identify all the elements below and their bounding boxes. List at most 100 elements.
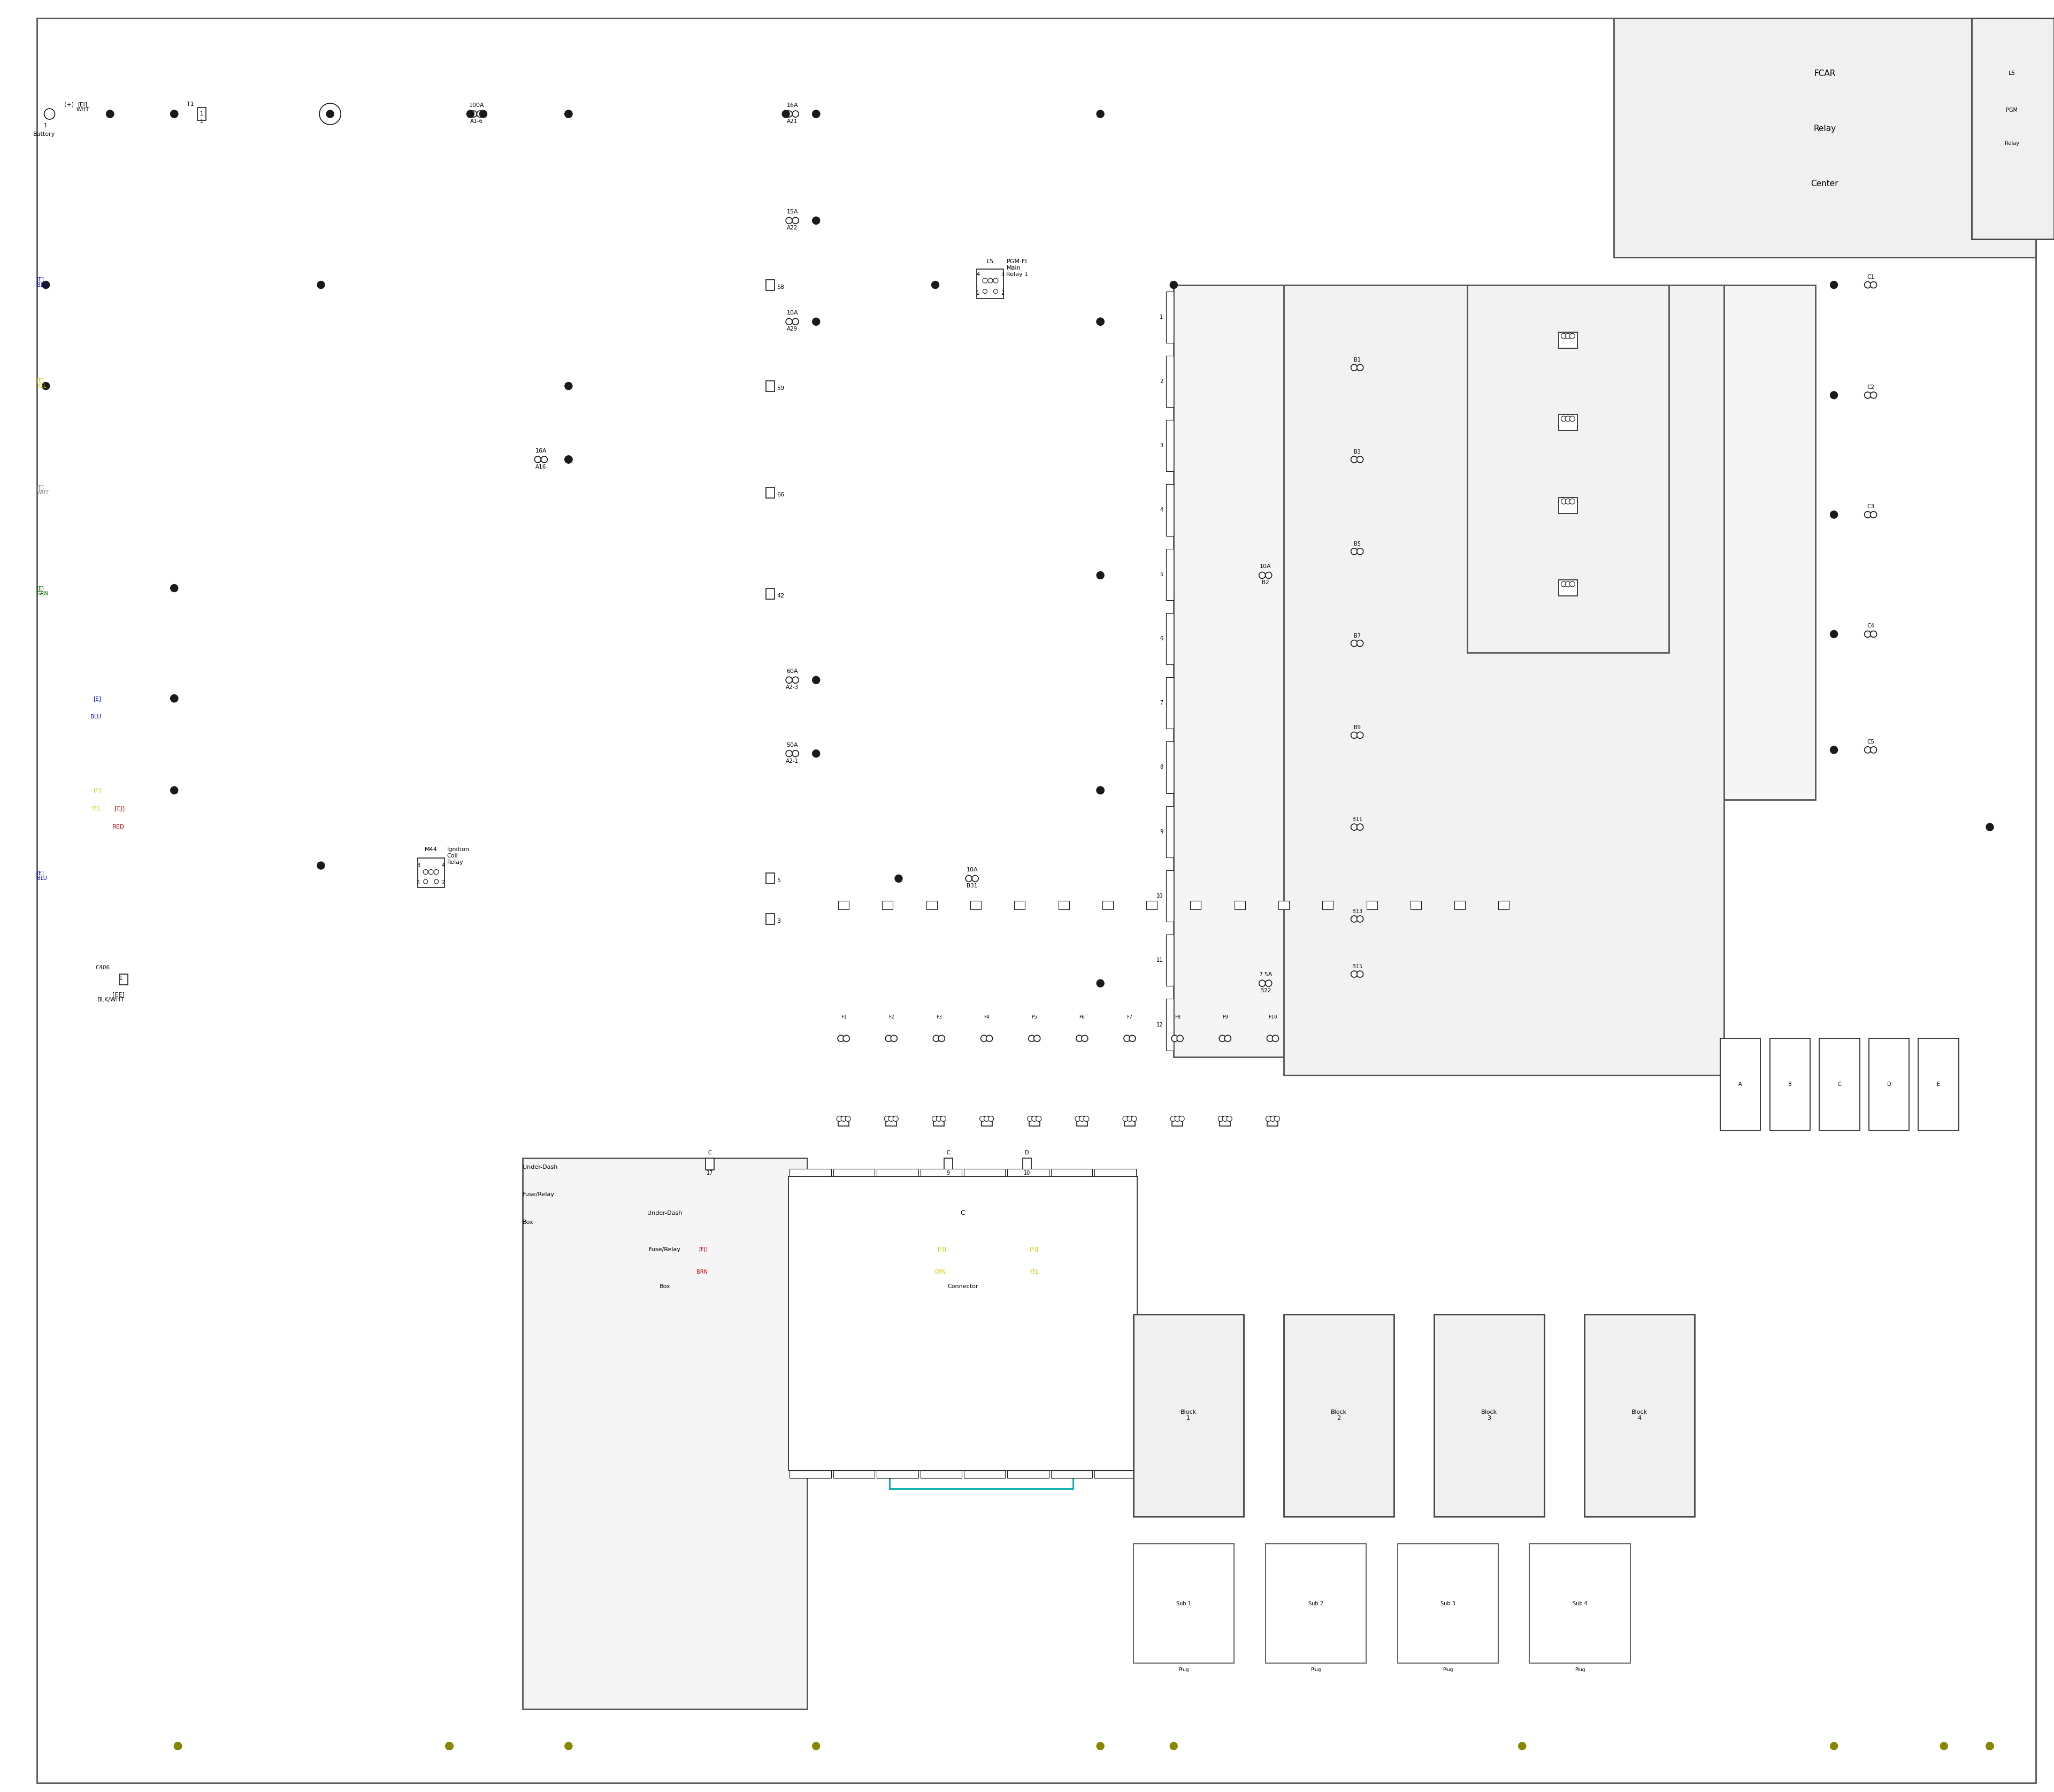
Text: B5: B5: [1354, 541, 1360, 547]
Bar: [834, 1471, 875, 1478]
Circle shape: [941, 1116, 947, 1122]
Text: 16A: 16A: [536, 448, 546, 453]
Circle shape: [939, 1036, 945, 1041]
Circle shape: [1097, 572, 1105, 579]
Circle shape: [1871, 747, 1877, 753]
Text: C406: C406: [97, 966, 111, 971]
Text: [EJ]: [EJ]: [698, 1247, 707, 1253]
Text: T1: T1: [187, 102, 195, 108]
Bar: [889, 1342, 1072, 1489]
Text: 10A: 10A: [965, 867, 978, 873]
Text: 66: 66: [776, 493, 785, 498]
Text: PGM-FI: PGM-FI: [1006, 258, 1027, 263]
Text: RED: RED: [113, 824, 125, 830]
Circle shape: [896, 874, 902, 882]
Bar: [1234, 901, 1245, 909]
Circle shape: [982, 289, 988, 294]
Text: Block
2: Block 2: [1331, 1410, 1347, 1421]
Text: 60A: 60A: [787, 668, 799, 674]
Bar: [1972, 18, 2054, 238]
Circle shape: [1352, 457, 1358, 462]
Bar: [1173, 285, 1485, 1057]
Circle shape: [565, 111, 573, 118]
Circle shape: [170, 695, 179, 702]
Bar: [1820, 1038, 1859, 1131]
Circle shape: [565, 455, 573, 462]
Text: L5: L5: [986, 258, 994, 263]
Circle shape: [1027, 1116, 1033, 1122]
Circle shape: [565, 111, 573, 118]
Circle shape: [327, 111, 335, 118]
Circle shape: [933, 281, 939, 289]
Text: (+): (+): [64, 102, 74, 108]
Bar: [1167, 292, 1173, 342]
Circle shape: [1124, 1036, 1130, 1041]
Circle shape: [811, 217, 820, 224]
Circle shape: [1865, 281, 1871, 289]
Circle shape: [1224, 1036, 1230, 1041]
Bar: [1559, 332, 1577, 348]
Circle shape: [479, 111, 487, 118]
Text: ORN: ORN: [935, 1269, 947, 1274]
Circle shape: [1352, 824, 1358, 830]
Text: Relay: Relay: [1814, 125, 1836, 133]
Bar: [1167, 871, 1173, 921]
Bar: [789, 1176, 1138, 1471]
Text: Block
1: Block 1: [1181, 1410, 1195, 1421]
Text: F9: F9: [1222, 1014, 1228, 1020]
Circle shape: [1352, 731, 1358, 738]
Text: 2: 2: [1000, 290, 1004, 296]
Text: Plug: Plug: [1442, 1667, 1452, 1672]
Circle shape: [1518, 1742, 1526, 1749]
Circle shape: [1273, 1116, 1280, 1122]
Circle shape: [107, 111, 113, 118]
Bar: [1167, 419, 1173, 471]
Text: Box: Box: [522, 1220, 534, 1226]
Text: YEL: YEL: [37, 383, 45, 389]
Circle shape: [1358, 824, 1364, 830]
Circle shape: [1033, 1036, 1039, 1041]
Text: F10: F10: [1267, 1014, 1278, 1020]
Circle shape: [170, 111, 179, 118]
Circle shape: [1358, 916, 1364, 923]
Circle shape: [1352, 548, 1358, 554]
Circle shape: [980, 1116, 986, 1122]
Text: Under-Dash: Under-Dash: [647, 1210, 682, 1215]
Text: FCAR: FCAR: [1814, 70, 1836, 77]
Bar: [766, 588, 774, 599]
Text: L5: L5: [2009, 72, 2015, 77]
Text: 3: 3: [1161, 443, 1163, 448]
Text: WHT: WHT: [37, 489, 49, 495]
Bar: [1167, 806, 1173, 857]
Text: Block
3: Block 3: [1481, 1410, 1497, 1421]
Bar: [1167, 742, 1173, 794]
Bar: [1559, 498, 1577, 514]
Text: 42: 42: [776, 593, 785, 599]
Text: Sub 4: Sub 4: [1573, 1600, 1588, 1606]
Text: F3: F3: [937, 1014, 943, 1020]
Text: Fuse/Relay: Fuse/Relay: [522, 1192, 555, 1197]
Circle shape: [1561, 498, 1567, 504]
Bar: [1284, 285, 1723, 1075]
Circle shape: [1171, 281, 1177, 289]
Circle shape: [1265, 572, 1271, 579]
Bar: [119, 975, 127, 986]
Bar: [1167, 935, 1173, 986]
Text: PGM: PGM: [2007, 108, 2017, 113]
Text: 6: 6: [1161, 636, 1163, 642]
Circle shape: [170, 584, 179, 591]
Text: B22: B22: [1259, 987, 1271, 993]
Circle shape: [1358, 548, 1364, 554]
Circle shape: [175, 1742, 181, 1749]
Circle shape: [1078, 1116, 1085, 1122]
Bar: [522, 1158, 807, 1710]
Circle shape: [811, 317, 820, 326]
Circle shape: [477, 111, 483, 116]
Text: Sub 3: Sub 3: [1440, 1600, 1456, 1606]
Bar: [1323, 901, 1333, 909]
Circle shape: [170, 111, 179, 118]
Circle shape: [793, 111, 799, 116]
Text: 17: 17: [707, 1170, 713, 1176]
Circle shape: [836, 1116, 842, 1122]
Circle shape: [1269, 1116, 1276, 1122]
